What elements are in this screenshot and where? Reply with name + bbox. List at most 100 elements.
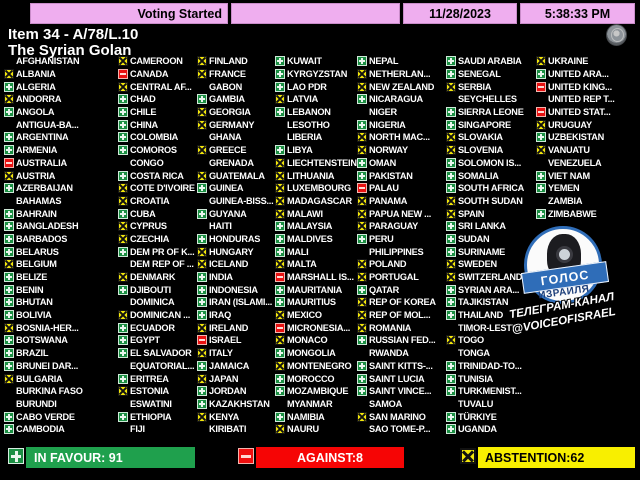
vote-abstention-icon [118, 183, 128, 194]
country-name: COLOMBIA [130, 132, 179, 143]
vote-in-favour-icon [357, 373, 367, 384]
in-favour-total-label: IN FAVOUR: 91 [34, 450, 123, 465]
country-name: TONGA [458, 348, 490, 359]
country-name: LAO PDR [287, 81, 327, 92]
country-name: UGANDA [458, 424, 497, 435]
vote-placeholder [357, 399, 367, 409]
country-name: IRAQ [209, 310, 231, 321]
vote-abstention-icon [275, 183, 285, 194]
country-row: ANTIGUA-BA... [4, 118, 118, 131]
country-name: SPAIN [458, 208, 485, 219]
country-name: MALTA [287, 259, 317, 270]
abstention-icon [460, 448, 476, 464]
country-name: LITHUANIA [287, 170, 335, 181]
country-name: LATVIA [287, 94, 318, 105]
vote-abstention-icon [275, 335, 285, 346]
country-row: NETHERLAN... [357, 68, 446, 81]
vote-in-favour-icon [118, 208, 128, 219]
vote-in-favour-icon [446, 183, 456, 194]
vote-in-favour-icon [357, 94, 367, 105]
vote-abstention-icon [536, 56, 546, 67]
country-name: PHILIPPINES [369, 246, 424, 257]
country-row: VENEZUELA [536, 157, 636, 170]
country-row: HUNGARY [197, 245, 275, 258]
country-row: KYRGYZSTAN [275, 68, 357, 81]
vote-abstention-icon [275, 195, 285, 206]
country-row: DENMARK [118, 271, 197, 284]
country-name: RWANDA [369, 348, 409, 359]
vote-in-favour-icon [357, 360, 367, 371]
country-row: AUSTRIA [4, 169, 118, 182]
country-name: KAZAKHSTAN [209, 398, 270, 409]
country-name: SOMALIA [458, 170, 499, 181]
country-row: ESWATINI [118, 398, 197, 411]
country-row: REP OF MOL... [357, 309, 446, 322]
country-row: CAMBODIA [4, 423, 118, 436]
country-row: PALAU [357, 182, 446, 195]
vote-in-favour-icon [446, 107, 456, 118]
country-name: BELIZE [16, 272, 48, 283]
country-row: ARGENTINA [4, 131, 118, 144]
country-name: MAURITANIA [287, 284, 342, 295]
country-row: LESOTHO [275, 118, 357, 131]
country-name: SAINT LUCIA [369, 373, 425, 384]
vote-in-favour-icon [4, 348, 14, 359]
vote-in-favour-icon [446, 424, 456, 435]
vote-abstention-icon [197, 348, 207, 359]
country-row: THAILAND [446, 309, 536, 322]
country-row: BRAZIL [4, 347, 118, 360]
country-row: IRELAND [197, 321, 275, 334]
vote-abstention-icon [118, 386, 128, 397]
vote-in-favour-icon [536, 170, 546, 181]
vote-in-favour-icon [357, 170, 367, 181]
country-name: EL SALVADOR [130, 348, 192, 359]
country-row: RWANDA [357, 347, 446, 360]
country-name: SRI LANKA [458, 221, 506, 232]
vote-in-favour-icon [4, 297, 14, 308]
vote-abstention-icon [357, 221, 367, 232]
vote-in-favour-icon [4, 233, 14, 244]
country-row: MALTA [275, 258, 357, 271]
country-row: NICARAGUA [357, 93, 446, 106]
country-name: GUYANA [209, 208, 247, 219]
vote-placeholder [275, 120, 285, 130]
country-row: ZIMBABWE [536, 207, 636, 220]
country-name: PANAMA [369, 195, 408, 206]
vote-placeholder [197, 158, 207, 168]
vote-in-favour-icon [446, 221, 456, 232]
country-row: UNITED ARA... [536, 68, 636, 81]
vote-abstention-icon [4, 322, 14, 333]
country-name: GABON [209, 81, 242, 92]
country-name: PORTUGAL [369, 272, 419, 283]
vote-placeholder [446, 94, 456, 104]
country-name: GHANA [209, 132, 242, 143]
vote-in-favour-icon [357, 119, 367, 130]
country-row: SAINT LUCIA [357, 372, 446, 385]
vote-abstention-icon [197, 411, 207, 422]
vote-abstention-icon [197, 170, 207, 181]
country-row: BENIN [4, 283, 118, 296]
vote-in-favour-icon [275, 81, 285, 92]
country-row: MAURITANIA [275, 283, 357, 296]
vote-placeholder [118, 361, 128, 371]
time-box: 5:38:33 PM [520, 3, 635, 24]
country-row: KENYA [197, 410, 275, 423]
vote-in-favour-icon [197, 360, 207, 371]
vote-against-icon [275, 272, 285, 283]
country-row: DJIBOUTI [118, 283, 197, 296]
country-row: VANUATU [536, 144, 636, 157]
country-name: BELGIUM [16, 259, 57, 270]
country-name: ETHIOPIA [130, 411, 172, 422]
country-name: ZAMBIA [548, 195, 583, 206]
vote-in-favour-icon [4, 246, 14, 257]
country-row: MALDIVES [275, 233, 357, 246]
vote-abstention-icon [446, 81, 456, 92]
country-row: NEW ZEALAND [357, 80, 446, 93]
country-name: ERITREA [130, 373, 169, 384]
country-name: BENIN [16, 284, 44, 295]
vote-abstention-icon [4, 259, 14, 270]
vote-in-favour-icon [275, 221, 285, 232]
country-name: CHILE [130, 107, 157, 118]
country-row: KUWAIT [275, 55, 357, 68]
vote-in-favour-icon [118, 170, 128, 181]
